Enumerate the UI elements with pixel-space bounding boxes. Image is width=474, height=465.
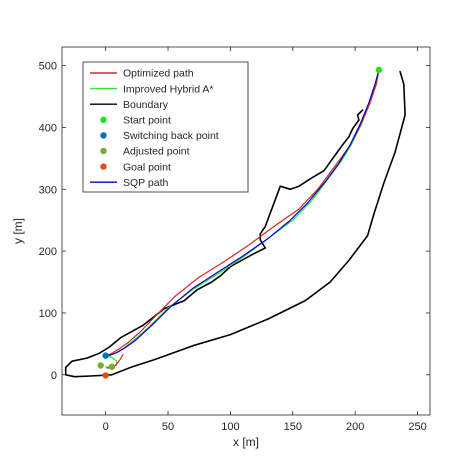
y-tick-label: 100 xyxy=(39,308,57,320)
legend: Optimized path Improved Hybrid A* Boundary… xyxy=(82,61,249,193)
axes-box xyxy=(61,46,431,416)
adjusted-point-marker xyxy=(97,362,104,369)
legend-swatch-goal-point xyxy=(100,163,107,170)
x-tick-label: 150 xyxy=(284,421,302,433)
goal-point-marker xyxy=(102,372,109,379)
y-tick-label: 0 xyxy=(51,370,57,382)
legend-label-adjusted-point: Adjusted point xyxy=(123,146,190,158)
legend-label-improved-hybrid-a: Improved Hybrid A* xyxy=(123,83,213,95)
legend-box xyxy=(82,61,249,193)
y-tick-label: 400 xyxy=(39,122,57,134)
optimized-path-line xyxy=(105,69,380,357)
legend-swatch-switching-back-point xyxy=(100,132,107,139)
switching-back-point-marker xyxy=(102,352,109,359)
x-tick-label: 0 xyxy=(103,421,109,433)
sqp-path-line xyxy=(105,69,380,357)
axis-ticks: 0 50 100 150 200 250 0 100 200 300 400 500 xyxy=(39,47,430,433)
adjusted-point-marker xyxy=(108,363,116,370)
legend-label-switching-back-point: Switching back point xyxy=(123,130,219,142)
legend-swatch-adjusted-point xyxy=(100,147,107,155)
x-axis-label: x [m] xyxy=(233,435,259,449)
legend-label-sqp-path: SQP path xyxy=(123,177,168,189)
legend-label-boundary: Boundary xyxy=(123,99,169,111)
x-tick-label: 250 xyxy=(408,421,426,433)
x-tick-label: 50 xyxy=(162,421,174,433)
boundary-line xyxy=(64,70,406,378)
x-tick-label: 100 xyxy=(221,421,239,433)
y-tick-label: 300 xyxy=(39,184,57,196)
y-tick-label: 500 xyxy=(39,61,57,73)
legend-label-goal-point: Goal point xyxy=(123,161,171,173)
y-tick-label: 200 xyxy=(39,246,57,258)
legend-swatch-start-point xyxy=(100,116,107,124)
legend-label-optimized-path: Optimized path xyxy=(123,68,194,80)
y-axis-label: y [m] xyxy=(11,218,25,244)
x-tick-label: 200 xyxy=(346,421,364,433)
plot-area xyxy=(64,66,406,379)
legend-label-start-point: Start point xyxy=(123,115,171,127)
start-point-marker xyxy=(375,66,383,74)
